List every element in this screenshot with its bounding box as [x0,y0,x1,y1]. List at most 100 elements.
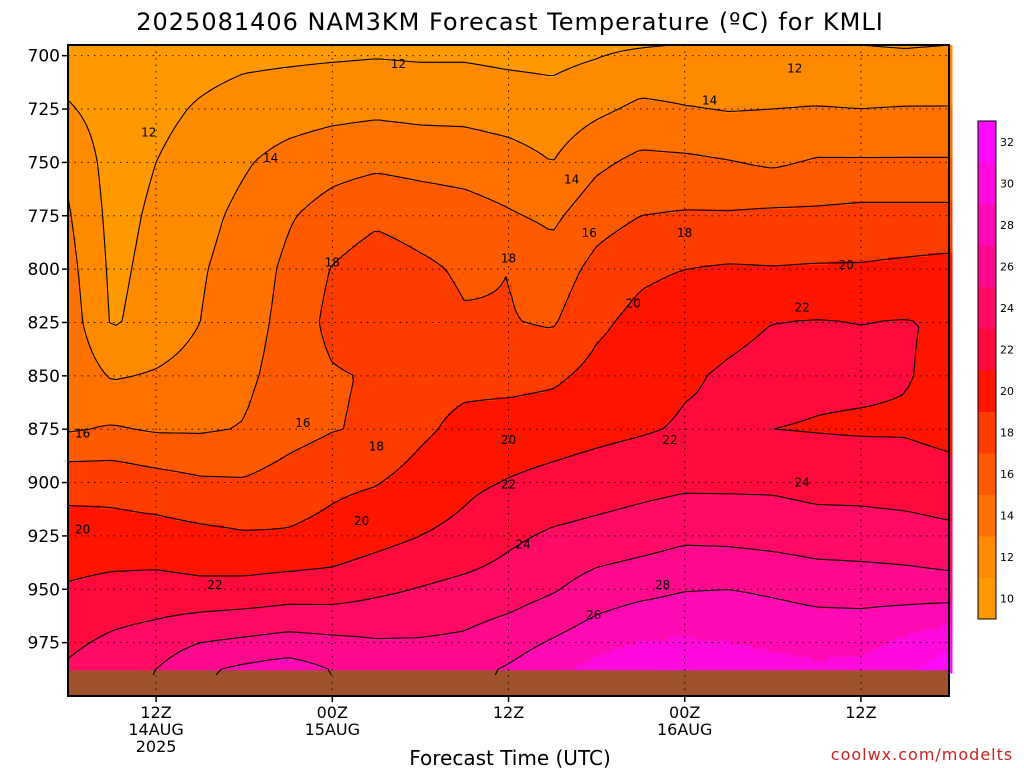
heat-cell [100,649,105,654]
heat-cell [136,365,141,370]
heat-cell [100,341,105,346]
heat-cell [76,553,81,558]
heat-cell [140,461,145,466]
heat-cell [76,205,81,210]
heat-cell [92,225,97,230]
heat-cell [128,369,133,374]
heat-cell [120,485,125,490]
heat-cell [116,149,121,154]
heat-cell [112,409,117,414]
heat-cell [124,57,129,62]
heat-cell [96,77,101,82]
heat-cell [80,617,85,622]
heat-cell [116,357,121,362]
heat-cell [144,85,149,90]
heat-cell [136,61,141,66]
heat-cell [116,653,121,658]
heat-cell [112,413,117,418]
heat-cell [72,341,77,346]
heat-cell [136,193,141,198]
heat-cell [136,409,141,414]
heat-cell [112,213,117,218]
heat-cell [124,69,129,74]
heat-cell [84,409,89,414]
heat-cell [80,517,85,522]
heat-cell [88,273,93,278]
heat-cell [136,305,141,310]
heat-cell [116,409,121,414]
heat-cell [112,393,117,398]
heat-cell [84,221,89,226]
heat-cell [136,49,141,54]
heat-cell [72,109,77,114]
heat-cell [100,333,105,338]
heat-cell [88,477,93,482]
heat-cell [100,401,105,406]
heat-cell [84,633,89,638]
heat-cell [76,393,81,398]
heat-cell [80,653,85,658]
heat-cell [108,453,113,458]
heat-cell [132,645,137,650]
heat-cell [108,481,113,486]
heat-cell [108,397,113,402]
heat-cell [140,513,145,518]
heat-cell [76,221,81,226]
heat-cell [76,173,81,178]
heat-cell [88,389,93,394]
heat-cell [128,389,133,394]
heat-cell [108,73,113,78]
heat-cell [108,433,113,438]
heat-cell [104,433,109,438]
heat-cell [72,329,77,334]
heat-cell [140,237,145,242]
heat-cell [112,157,117,162]
heat-cell [100,533,105,538]
heat-cell [132,309,137,314]
heat-cell [128,649,133,654]
heat-cell [76,501,81,506]
heat-cell [120,325,125,330]
heat-cell [116,113,121,118]
heat-cell [84,497,89,502]
heat-cell [128,133,133,138]
heat-cell [112,369,117,374]
heat-cell [124,481,129,486]
heat-cell [76,49,81,54]
heat-cell [72,357,77,362]
heat-cell [96,333,101,338]
heat-cell [76,497,81,502]
heat-cell [88,633,93,638]
heat-cell [140,637,145,642]
heat-cell [72,465,77,470]
heat-cell [92,529,97,534]
heat-cell [84,145,89,150]
heat-cell [104,385,109,390]
heat-cell [140,573,145,578]
heat-cell [108,93,113,98]
heat-cell [132,197,137,202]
heat-cell [136,113,141,118]
heat-cell [100,445,105,450]
heat-cell [140,421,145,426]
heat-cell [140,649,145,654]
heat-cell [96,377,101,382]
heat-cell [132,161,137,166]
heat-cell [72,301,77,306]
heat-cell [92,169,97,174]
heat-cell [88,613,93,618]
heat-cell [100,169,105,174]
heat-cell [72,349,77,354]
heat-cell [100,529,105,534]
heat-cell [124,533,129,538]
heat-cell [92,553,97,558]
heat-cell [76,445,81,450]
heat-cell [108,405,113,410]
heat-cell [84,417,89,422]
heat-cell [100,357,105,362]
heat-cell [100,121,105,126]
heat-cell [132,397,137,402]
heat-cell [100,625,105,630]
heat-cell [84,477,89,482]
heat-cell [108,493,113,498]
